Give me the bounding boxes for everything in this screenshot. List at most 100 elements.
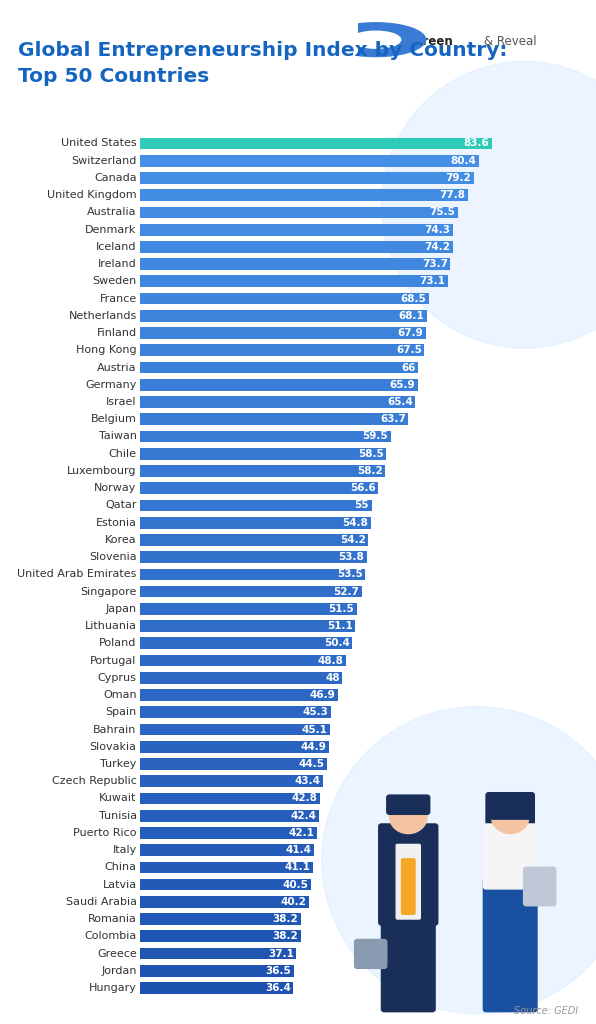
Text: Qatar: Qatar — [105, 501, 136, 510]
Text: Czech Republic: Czech Republic — [52, 776, 136, 786]
Text: 59.5: 59.5 — [362, 431, 388, 441]
Bar — [140, 207, 458, 218]
Bar — [140, 810, 319, 821]
Text: 53.8: 53.8 — [339, 552, 364, 562]
Bar — [140, 465, 385, 477]
Text: 48: 48 — [325, 673, 340, 683]
Text: Singapore: Singapore — [80, 587, 136, 597]
Bar — [140, 654, 346, 667]
Text: Japan: Japan — [105, 604, 136, 613]
Bar — [140, 896, 309, 907]
Bar — [140, 586, 362, 597]
Text: Bahrain: Bahrain — [94, 725, 136, 734]
Text: 37.1: 37.1 — [268, 948, 294, 958]
Bar — [140, 275, 448, 287]
Text: Latvia: Latvia — [103, 880, 136, 890]
Text: 68.1: 68.1 — [399, 311, 424, 321]
Bar — [140, 948, 296, 959]
Text: Switzerland: Switzerland — [72, 156, 136, 166]
Text: 36.4: 36.4 — [265, 983, 291, 993]
FancyBboxPatch shape — [407, 915, 435, 1012]
Bar — [140, 517, 371, 528]
Text: 40.5: 40.5 — [282, 880, 308, 890]
Text: Puerto Rico: Puerto Rico — [73, 828, 136, 838]
Bar — [140, 758, 327, 770]
Text: 45.1: 45.1 — [302, 725, 327, 734]
Text: 63.7: 63.7 — [380, 415, 406, 424]
Text: 73.7: 73.7 — [422, 259, 448, 269]
Bar — [140, 672, 342, 684]
FancyBboxPatch shape — [488, 795, 533, 819]
Circle shape — [351, 31, 401, 48]
Bar — [140, 603, 357, 614]
Text: 46.9: 46.9 — [309, 690, 335, 700]
Bar — [140, 707, 331, 718]
Text: Global Entrepreneurship Index by Country:: Global Entrepreneurship Index by Country… — [18, 41, 507, 60]
Bar — [140, 568, 365, 581]
Bar — [140, 982, 293, 994]
Text: 75.5: 75.5 — [430, 208, 455, 217]
Text: 44.5: 44.5 — [299, 759, 325, 769]
Text: Australia: Australia — [87, 208, 136, 217]
Text: 54.2: 54.2 — [340, 535, 366, 545]
Text: 77.8: 77.8 — [439, 190, 465, 200]
Text: 41.4: 41.4 — [286, 845, 312, 855]
Bar — [140, 689, 337, 700]
Text: 50.4: 50.4 — [324, 638, 350, 648]
Bar — [140, 500, 372, 511]
Text: 68.5: 68.5 — [401, 294, 426, 303]
FancyBboxPatch shape — [379, 824, 437, 925]
Bar — [140, 379, 418, 390]
Text: Estonia: Estonia — [96, 518, 136, 527]
Text: Slovenia: Slovenia — [89, 552, 136, 562]
Bar — [140, 551, 367, 563]
Text: Korea: Korea — [105, 535, 136, 545]
Bar — [140, 775, 323, 787]
FancyBboxPatch shape — [396, 845, 420, 919]
Text: 73.1: 73.1 — [420, 276, 445, 287]
Bar — [140, 414, 408, 425]
Text: Tunisia: Tunisia — [98, 811, 136, 820]
Text: 66: 66 — [401, 362, 415, 373]
Text: Saudi Arabia: Saudi Arabia — [66, 897, 136, 907]
Bar — [140, 155, 479, 167]
Text: 42.8: 42.8 — [292, 794, 318, 804]
Text: Portugal: Portugal — [91, 655, 136, 666]
Text: 67.5: 67.5 — [396, 345, 422, 355]
Text: Italy: Italy — [113, 845, 136, 855]
Text: Ireland: Ireland — [98, 259, 136, 269]
FancyBboxPatch shape — [486, 793, 535, 841]
Text: Hungary: Hungary — [89, 983, 136, 993]
Text: 56.6: 56.6 — [350, 483, 376, 494]
Text: United Arab Emirates: United Arab Emirates — [17, 569, 136, 580]
Text: 38.2: 38.2 — [272, 914, 299, 924]
Bar — [140, 741, 329, 753]
Text: 51.5: 51.5 — [328, 604, 355, 613]
Text: Belgium: Belgium — [91, 415, 136, 424]
Circle shape — [390, 800, 427, 834]
Text: 67.9: 67.9 — [398, 328, 423, 338]
Text: 79.2: 79.2 — [445, 173, 471, 183]
Text: 58.2: 58.2 — [357, 466, 383, 476]
Text: Greece: Greece — [97, 948, 136, 958]
Text: United Kingdom: United Kingdom — [47, 190, 136, 200]
Text: 43.4: 43.4 — [294, 776, 320, 786]
Bar — [140, 344, 424, 356]
Text: Turkey: Turkey — [100, 759, 136, 769]
Bar — [140, 482, 378, 494]
Bar — [140, 431, 390, 442]
Text: 41.1: 41.1 — [285, 862, 311, 872]
Bar — [140, 241, 452, 253]
Text: Chile: Chile — [108, 449, 136, 459]
Text: Israel: Israel — [106, 397, 136, 407]
Text: 48.8: 48.8 — [317, 655, 343, 666]
Text: 45.3: 45.3 — [302, 708, 328, 717]
Bar — [140, 293, 429, 304]
Bar — [140, 224, 453, 236]
Text: 53.5: 53.5 — [337, 569, 363, 580]
Bar — [140, 827, 317, 839]
Text: Poland: Poland — [100, 638, 136, 648]
FancyBboxPatch shape — [387, 795, 430, 814]
Text: 65.4: 65.4 — [387, 397, 413, 407]
Text: Norway: Norway — [94, 483, 136, 494]
